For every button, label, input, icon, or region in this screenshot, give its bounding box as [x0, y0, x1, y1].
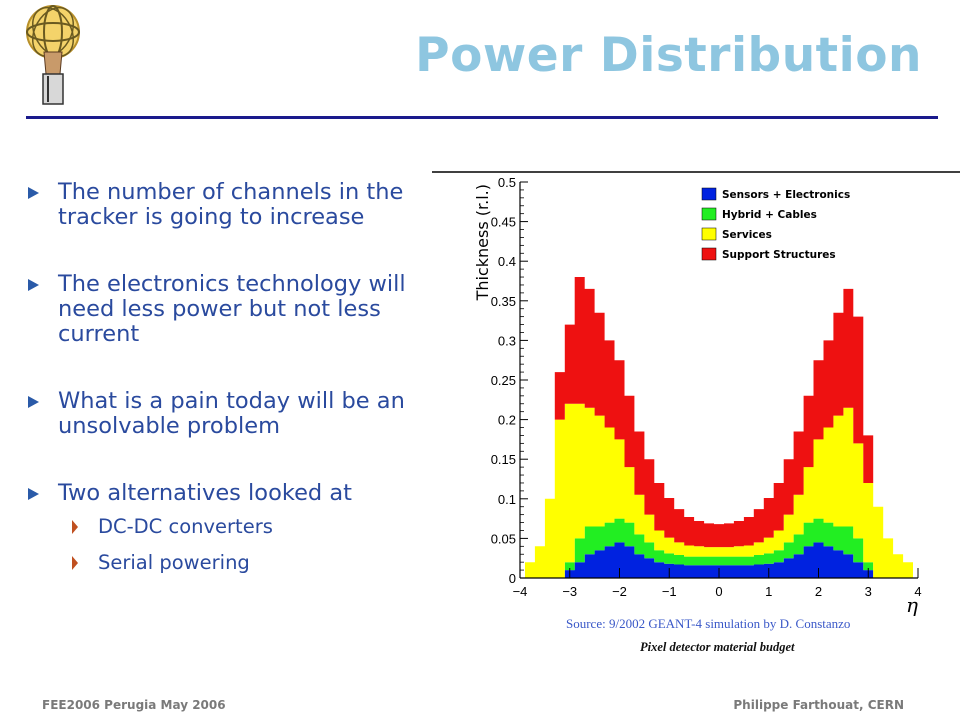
sub-bullet-item: DC-DC converters — [24, 516, 444, 538]
y-tick-label: 0.5 — [498, 175, 516, 190]
y-tick-label: 0.05 — [491, 531, 516, 546]
bullet-list: The number of channels in the tracker is… — [24, 180, 444, 588]
bullet-text: What is a pain today will be an unsolvab… — [58, 388, 405, 439]
bullet-arrow-icon — [28, 187, 39, 199]
x-tick-label: 0 — [715, 584, 722, 599]
x-tick-label: −4 — [513, 584, 528, 599]
title-divider — [26, 116, 938, 119]
sub-bullet-item: Serial powering — [24, 552, 444, 574]
bullet-text: Two alternatives looked at — [58, 480, 352, 506]
bullet-text: The electronics technology will need les… — [58, 271, 406, 347]
y-tick-label: 0.2 — [498, 413, 516, 428]
x-tick-label: −1 — [662, 584, 677, 599]
legend-swatch — [701, 187, 717, 201]
legend-swatch — [701, 227, 717, 241]
x-tick-label: 3 — [865, 584, 872, 599]
bullet-item: The number of channels in the tracker is… — [24, 180, 444, 230]
bullet-item: The electronics technology will need les… — [24, 272, 444, 347]
bullet-item: What is a pain today will be an unsolvab… — [24, 389, 444, 439]
atlas-logo — [26, 5, 80, 105]
y-tick-label: 0.25 — [491, 373, 516, 388]
legend-label: Support Structures — [722, 249, 836, 261]
bullet-arrow-icon — [28, 396, 39, 408]
x-tick-label: −2 — [612, 584, 627, 599]
legend-label: Hybrid + Cables — [722, 209, 817, 221]
y-tick-label: 0.35 — [491, 294, 516, 309]
y-tick-label: 0.15 — [491, 452, 516, 467]
sub-bullet-arrow-icon — [72, 520, 78, 534]
x-tick-label: −3 — [562, 584, 577, 599]
x-tick-label: 1 — [765, 584, 772, 599]
x-axis-label: η — [906, 593, 918, 616]
legend-swatch — [701, 207, 717, 221]
slide-title: Power Distribution — [415, 28, 922, 83]
legend-label: Sensors + Electronics — [722, 189, 850, 201]
y-tick-label: 0.4 — [498, 254, 516, 269]
y-axis-label: Thickness (r.l.) — [473, 184, 492, 301]
y-tick-label: 0.45 — [491, 215, 516, 230]
chart-source: Source: 9/2002 GEANT-4 simulation by D. … — [566, 616, 851, 631]
material-budget-chart: 0 0.05 0.1 0.15 0.2 0.25 0.3 0.35 0.4 0.45 0.5 −4 −3… — [432, 171, 960, 616]
bullet-arrow-icon — [28, 279, 39, 291]
legend-label: Services — [722, 229, 772, 241]
sub-bullet-text: Serial powering — [98, 551, 250, 574]
x-tick-label: 2 — [815, 584, 822, 599]
y-tick-label: 0 — [509, 571, 516, 586]
series-area-2 — [520, 403, 918, 578]
y-tick-label: 0.3 — [498, 333, 516, 348]
y-tick-label: 0.1 — [498, 492, 516, 507]
footer-author: Philippe Farthouat, CERN — [733, 698, 904, 712]
series-area-1 — [520, 518, 918, 578]
sub-bullet-arrow-icon — [72, 556, 78, 570]
bullet-text: The number of channels in the tracker is… — [58, 179, 404, 230]
chart-caption: Pixel detector material budget — [640, 640, 795, 654]
footer-event: FEE2006 Perugia May 2006 — [42, 698, 226, 712]
sub-bullet-text: DC-DC converters — [98, 515, 273, 538]
x-tick-label: 4 — [914, 584, 921, 599]
bullet-arrow-icon — [28, 488, 39, 500]
bullet-item: Two alternatives looked at — [24, 481, 444, 506]
legend-swatch — [701, 247, 717, 261]
